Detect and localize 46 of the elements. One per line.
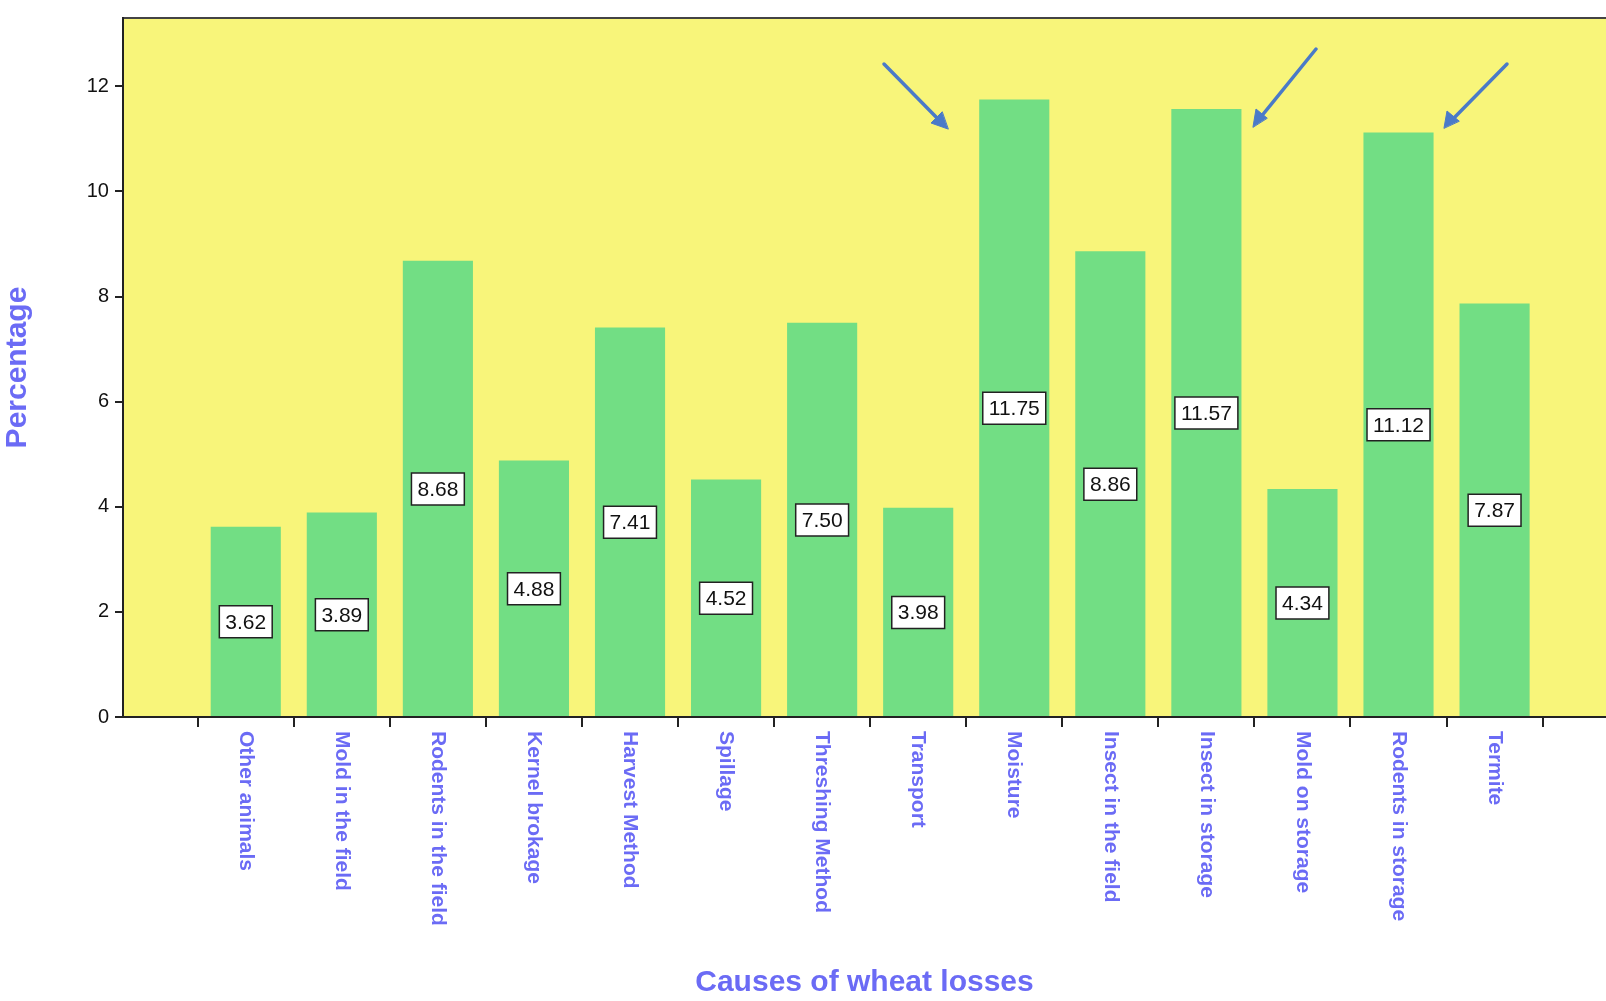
- x-tick-label: Threshing Method: [812, 731, 836, 913]
- data-label: 7.87: [1474, 497, 1516, 521]
- bar: [787, 322, 858, 716]
- y-axis-title: Percentage: [0, 286, 33, 449]
- bar: [1171, 108, 1242, 716]
- x-tick-label: Spillage: [716, 731, 740, 812]
- bar: [979, 99, 1050, 716]
- bar: [402, 260, 473, 716]
- x-tick-label: Insect in the field: [1100, 731, 1124, 903]
- data-label: 7.41: [609, 510, 651, 534]
- bar: [1075, 251, 1146, 716]
- x-tick-label: Transport: [908, 731, 932, 828]
- data-label: 11.75: [988, 396, 1040, 420]
- bar: [1363, 132, 1434, 716]
- data-label: 11.57: [1180, 400, 1232, 424]
- bar: [1459, 303, 1530, 716]
- data-label: 3.62: [225, 609, 267, 633]
- y-tick-label: 10: [86, 178, 109, 201]
- x-tick-label: Rodents in storage: [1388, 731, 1412, 922]
- bar: [594, 327, 666, 716]
- x-tick-label: Other animals: [235, 731, 259, 872]
- x-tick-label: Mold in the field: [332, 731, 356, 891]
- x-axis-title: Causes of wheat losses: [695, 964, 1034, 998]
- data-label: 3.89: [321, 602, 363, 626]
- y-tick-label: 2: [97, 599, 109, 622]
- y-tick-label: 6: [97, 389, 109, 412]
- y-tick-label: 0: [97, 704, 109, 727]
- data-label: 8.68: [417, 476, 459, 500]
- x-tick-label: Termite: [1484, 731, 1508, 806]
- data-label: 7.50: [801, 507, 843, 531]
- data-label: 4.88: [513, 576, 555, 600]
- x-tick-label: Kernel brokage: [524, 731, 548, 884]
- bar: [306, 512, 377, 716]
- data-label: 4.52: [705, 586, 747, 610]
- data-label: 4.34: [1282, 590, 1324, 614]
- x-tick-label: Moisture: [1004, 731, 1028, 819]
- data-label: 8.86: [1089, 471, 1131, 495]
- x-tick-label: Rodents in the field: [428, 731, 452, 926]
- y-tick-label: 4: [97, 494, 109, 517]
- y-tick-label: 8: [97, 284, 109, 307]
- x-tick-label: Insect in storage: [1196, 731, 1220, 898]
- x-tick-label: Mold on storage: [1292, 731, 1316, 894]
- y-tick-label: 12: [86, 73, 109, 96]
- data-label: 11.12: [1373, 412, 1425, 436]
- x-tick-label: Harvest Method: [620, 731, 644, 889]
- data-label: 3.98: [897, 600, 939, 624]
